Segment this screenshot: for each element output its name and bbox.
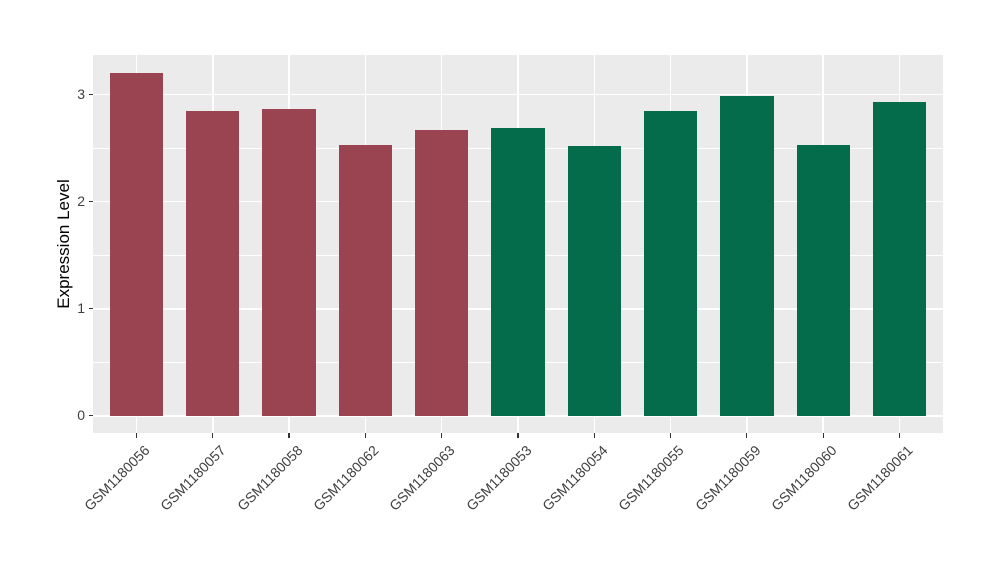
y-tick	[88, 201, 93, 203]
x-tick-label: GSM1180061	[844, 442, 916, 514]
y-tick-label: 3	[77, 86, 85, 103]
x-tick-label: GSM1180063	[386, 442, 459, 514]
bar-GSM1180055	[643, 110, 698, 416]
x-tick	[288, 433, 290, 438]
bar-GSM1180057	[186, 110, 240, 416]
x-tick-label: GSM1180053	[462, 442, 535, 514]
x-tick	[441, 433, 443, 438]
bar-GSM1180053	[491, 127, 545, 416]
bar-GSM1180062	[338, 144, 393, 416]
bar-GSM1180063	[414, 129, 469, 416]
x-tick	[364, 433, 366, 438]
y-tick-label: 0	[77, 407, 85, 424]
x-tick	[898, 433, 901, 438]
x-tick-label: GSM1180057	[157, 442, 230, 514]
x-tick-label: GSM1180062	[310, 442, 382, 514]
x-tick-label: GSM1180054	[538, 442, 611, 514]
y-tick	[88, 308, 93, 310]
x-tick	[212, 433, 214, 438]
x-tick-label: GSM1180055	[615, 442, 687, 514]
y-tick	[88, 415, 93, 417]
x-tick	[517, 433, 519, 438]
bar-GSM1180054	[567, 146, 621, 416]
bar-GSM1180059	[720, 95, 774, 416]
x-tick-label: GSM1180060	[767, 442, 840, 514]
x-tick	[135, 433, 138, 438]
x-tick-label: GSM1180056	[81, 442, 153, 514]
bar-GSM1180056	[109, 73, 164, 416]
x-tick	[746, 433, 748, 438]
bar-GSM1180061	[872, 102, 927, 416]
bar-GSM1180058	[262, 108, 316, 416]
x-tick-label: GSM1180059	[691, 442, 764, 514]
y-tick	[88, 94, 93, 96]
x-tick-label: GSM1180058	[233, 442, 306, 514]
bar-GSM1180060	[796, 144, 850, 416]
x-tick	[670, 433, 672, 438]
plot-panel	[93, 55, 943, 433]
x-tick	[593, 433, 595, 438]
x-tick	[822, 433, 824, 438]
y-tick-label: 2	[77, 193, 85, 210]
y-tick-label: 1	[77, 300, 85, 317]
